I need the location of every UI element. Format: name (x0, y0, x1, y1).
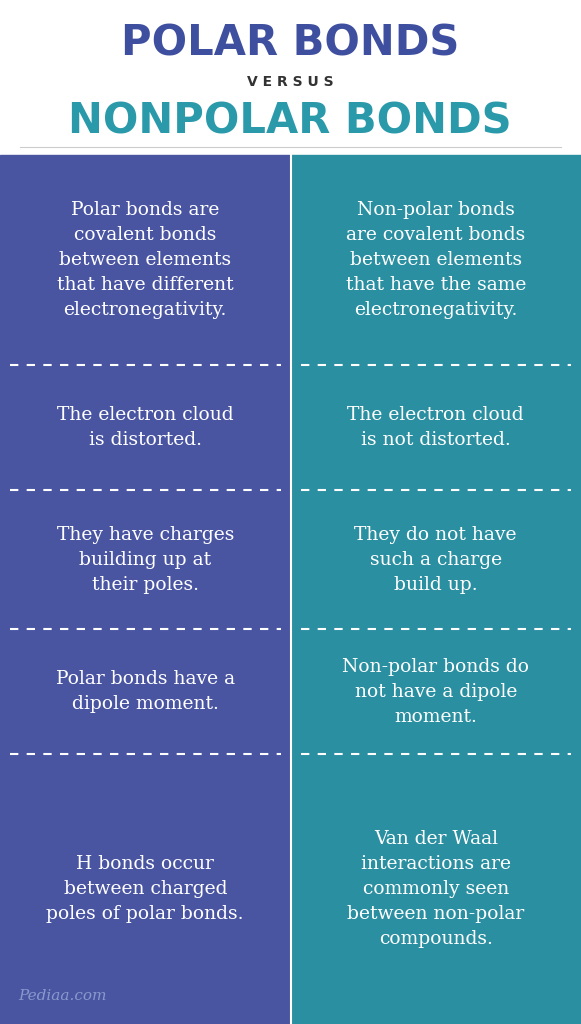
Text: They do not have
such a charge
build up.: They do not have such a charge build up. (354, 525, 517, 594)
Text: The electron cloud
is distorted.: The electron cloud is distorted. (57, 406, 234, 449)
Text: Polar bonds have a
dipole moment.: Polar bonds have a dipole moment. (56, 671, 235, 714)
Text: Polar bonds are
covalent bonds
between elements
that have different
electronegat: Polar bonds are covalent bonds between e… (57, 201, 234, 318)
Text: H bonds occur
between charged
poles of polar bonds.: H bonds occur between charged poles of p… (46, 855, 244, 924)
Text: Non-polar bonds do
not have a dipole
moment.: Non-polar bonds do not have a dipole mom… (342, 657, 529, 726)
Text: Non-polar bonds
are covalent bonds
between elements
that have the same
electrone: Non-polar bonds are covalent bonds betwe… (346, 201, 526, 318)
Text: Van der Waal
interactions are
commonly seen
between non-polar
compounds.: Van der Waal interactions are commonly s… (347, 830, 525, 948)
Text: NONPOLAR BONDS: NONPOLAR BONDS (68, 101, 512, 143)
Bar (290, 155, 581, 1024)
Text: The electron cloud
is not distorted.: The electron cloud is not distorted. (347, 406, 524, 449)
Bar (0, 0, 581, 155)
Text: They have charges
building up at
their poles.: They have charges building up at their p… (56, 525, 234, 594)
Text: V E R S U S: V E R S U S (247, 75, 333, 89)
Text: POLAR BONDS: POLAR BONDS (121, 23, 459, 65)
Bar (0, 155, 290, 1024)
Text: Pediaa.com: Pediaa.com (18, 989, 106, 1002)
